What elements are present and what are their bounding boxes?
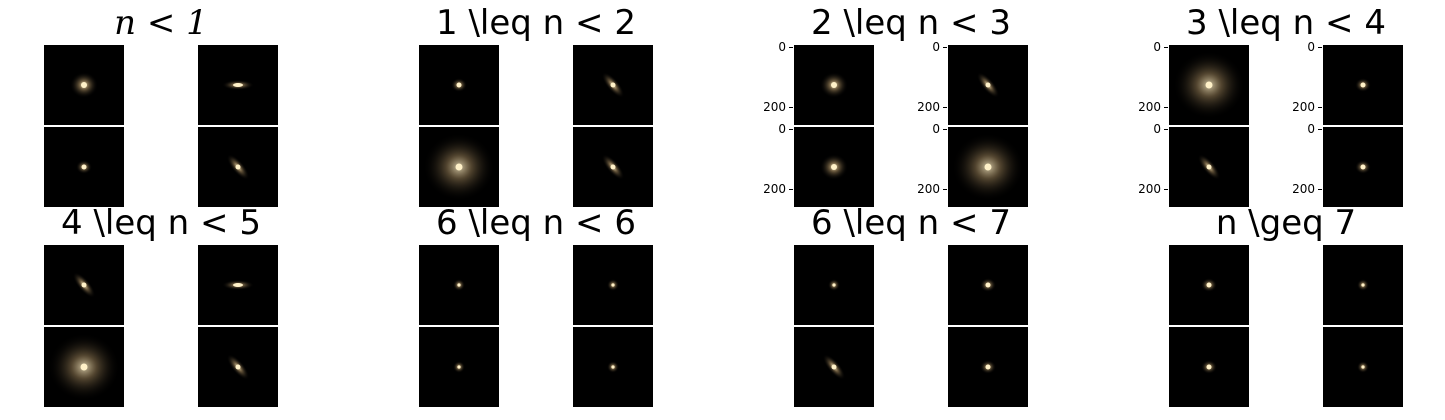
group-title: 4 \leq n < 5: [61, 206, 261, 240]
y-tick-mark: [943, 129, 947, 130]
group-title: n < 1: [114, 6, 208, 40]
y-tick-label: 0: [1131, 123, 1161, 135]
galaxy-image-panel: [44, 245, 124, 325]
galaxy-image-panel: [794, 127, 874, 207]
y-tick-label: 200: [1285, 101, 1315, 113]
galaxy-image-panel: [419, 245, 499, 325]
galaxy-image-panel: [419, 45, 499, 125]
y-tick-mark: [1318, 189, 1322, 190]
galaxy-image-panel: [1169, 327, 1249, 407]
group-title: 2 \leq n < 3: [811, 6, 1011, 40]
y-tick-label: 200: [910, 101, 940, 113]
y-tick-mark: [1164, 189, 1168, 190]
galaxy-image-panel: [948, 245, 1028, 325]
y-tick-mark: [789, 129, 793, 130]
galaxy-image-panel: [419, 127, 499, 207]
y-tick-mark: [943, 107, 947, 108]
y-tick-mark: [1318, 107, 1322, 108]
y-tick-mark: [789, 47, 793, 48]
galaxy-image-panel: [1323, 45, 1403, 125]
galaxy-image-panel: [44, 45, 124, 125]
y-tick-label: 200: [756, 183, 786, 195]
galaxy-image-panel: [198, 45, 278, 125]
galaxy-image-panel: [419, 327, 499, 407]
y-tick-mark: [943, 47, 947, 48]
y-tick-label: 0: [910, 41, 940, 53]
galaxy-image-panel: [948, 45, 1028, 125]
group-title: 6 \leq n < 7: [811, 206, 1011, 240]
galaxy-image-panel: [1323, 327, 1403, 407]
y-tick-mark: [1164, 47, 1168, 48]
galaxy-image-panel: [198, 245, 278, 325]
y-tick-label: 0: [756, 41, 786, 53]
galaxy-image-panel: [573, 327, 653, 407]
y-tick-label: 200: [1131, 101, 1161, 113]
galaxy-image-panel: [44, 327, 124, 407]
galaxy-image-panel: [1323, 245, 1403, 325]
y-tick-label: 200: [1285, 183, 1315, 195]
galaxy-image-panel: [948, 327, 1028, 407]
galaxy-image-panel: [794, 245, 874, 325]
group-title: 3 \leq n < 4: [1186, 6, 1386, 40]
y-tick-label: 0: [756, 123, 786, 135]
galaxy-image-panel: [573, 127, 653, 207]
group-title: n \geq 7: [1216, 206, 1356, 240]
galaxy-image-panel: [198, 327, 278, 407]
group-title: 1 \leq n < 2: [436, 6, 636, 40]
y-tick-mark: [789, 107, 793, 108]
galaxy-image-panel: [1169, 45, 1249, 125]
galaxy-image-panel: [1169, 245, 1249, 325]
y-tick-label: 200: [756, 101, 786, 113]
y-tick-label: 200: [910, 183, 940, 195]
y-tick-mark: [1318, 129, 1322, 130]
galaxy-image-panel: [573, 45, 653, 125]
y-tick-label: 0: [910, 123, 940, 135]
galaxy-image-panel: [794, 327, 874, 407]
galaxy-image-panel: [794, 45, 874, 125]
y-tick-label: 0: [1285, 123, 1315, 135]
y-tick-label: 200: [1131, 183, 1161, 195]
galaxy-image-panel: [573, 245, 653, 325]
galaxy-image-panel: [948, 127, 1028, 207]
galaxy-image-panel: [44, 127, 124, 207]
y-tick-mark: [1318, 47, 1322, 48]
galaxy-image-panel: [1169, 127, 1249, 207]
y-tick-label: 0: [1285, 41, 1315, 53]
y-tick-label: 0: [1131, 41, 1161, 53]
galaxy-image-panel: [198, 127, 278, 207]
y-tick-mark: [1164, 129, 1168, 130]
galaxy-image-panel: [1323, 127, 1403, 207]
y-tick-mark: [789, 189, 793, 190]
y-tick-mark: [1164, 107, 1168, 108]
y-tick-mark: [943, 189, 947, 190]
group-title: 6 \leq n < 6: [436, 206, 636, 240]
